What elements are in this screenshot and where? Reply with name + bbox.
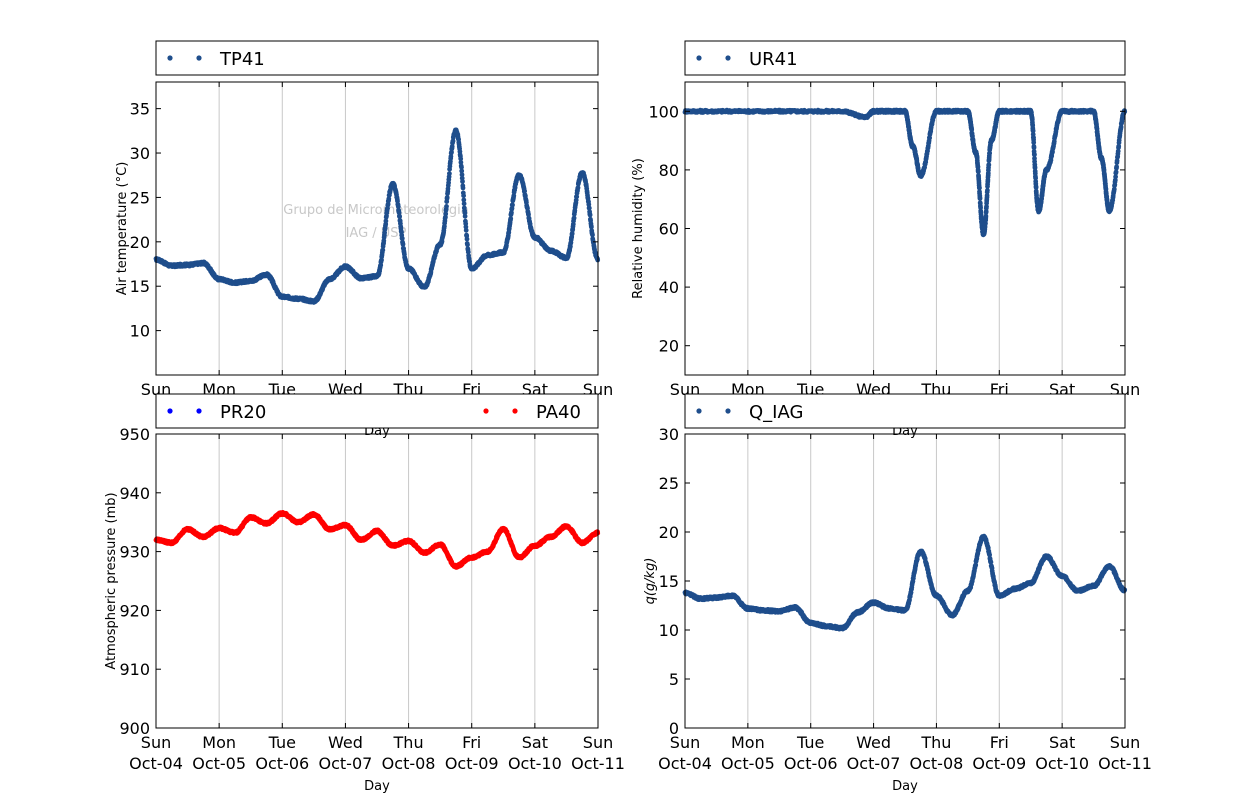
data-point: [383, 218, 389, 224]
data-point: [450, 138, 456, 144]
data-point: [458, 160, 464, 165]
data-point: [461, 201, 467, 207]
data-point: [443, 211, 449, 217]
data-point: [508, 216, 514, 222]
series-tp41: [153, 127, 601, 305]
legend: TP41: [155, 40, 599, 76]
legend-marker: [167, 55, 173, 61]
series-pa40: [153, 510, 601, 570]
legend-marker: [196, 55, 202, 61]
watermark-line2: IAG / USP: [346, 226, 407, 241]
data-point: [462, 213, 468, 219]
data-point: [461, 197, 467, 203]
data-point: [447, 171, 452, 177]
y-axis-label: Relative humidity (%): [631, 158, 646, 299]
series-ur41: [682, 107, 1128, 238]
data-point: [461, 193, 466, 199]
data-point: [395, 204, 401, 210]
legend-label: TP41: [219, 49, 265, 70]
ytick-label: 20: [130, 233, 150, 252]
ytick-label: 35: [130, 100, 150, 119]
data-point: [459, 168, 465, 174]
ytick-label: 60: [659, 220, 679, 239]
data-point: [1114, 164, 1119, 170]
data-point: [977, 196, 983, 202]
data-point: [460, 185, 466, 191]
ytick-label: 25: [130, 188, 150, 207]
data-point: [444, 204, 449, 209]
data-point: [587, 212, 593, 218]
watermark-line1: Grupo de Micrometeorologia: [283, 203, 469, 218]
data-point: [449, 144, 455, 149]
data-point: [465, 249, 471, 255]
ytick-label: 30: [130, 144, 150, 163]
data-point: [400, 242, 406, 247]
legend-marker: [725, 55, 731, 61]
chart-pressure: 900910920930940950SunOct-04MonOct-05TueO…: [104, 393, 625, 794]
ytick-label: 10: [130, 322, 150, 341]
data-point: [510, 202, 515, 208]
legend-marker: [696, 55, 702, 61]
ytick-label: 80: [659, 161, 679, 180]
ytick-label: 40: [659, 278, 679, 297]
data-point: [386, 196, 392, 202]
legend: UR41: [684, 40, 1126, 76]
data-point: [464, 236, 470, 242]
data-point: [462, 210, 468, 216]
ytick-label: 100: [648, 102, 679, 121]
data-point: [459, 172, 465, 178]
data-point: [460, 179, 465, 184]
data-point: [399, 236, 405, 241]
data-point: [463, 227, 469, 233]
data-point: [444, 195, 450, 200]
y-axis-label: Air temperature (°C): [115, 162, 130, 296]
data-point: [397, 214, 402, 220]
data-point: [458, 156, 464, 162]
data-point: [459, 164, 464, 170]
ytick-label: 20: [659, 337, 679, 356]
data-point: [465, 242, 470, 248]
ytick-label: 15: [130, 277, 150, 296]
data-point: [380, 247, 386, 253]
legend-label: UR41: [749, 49, 798, 70]
